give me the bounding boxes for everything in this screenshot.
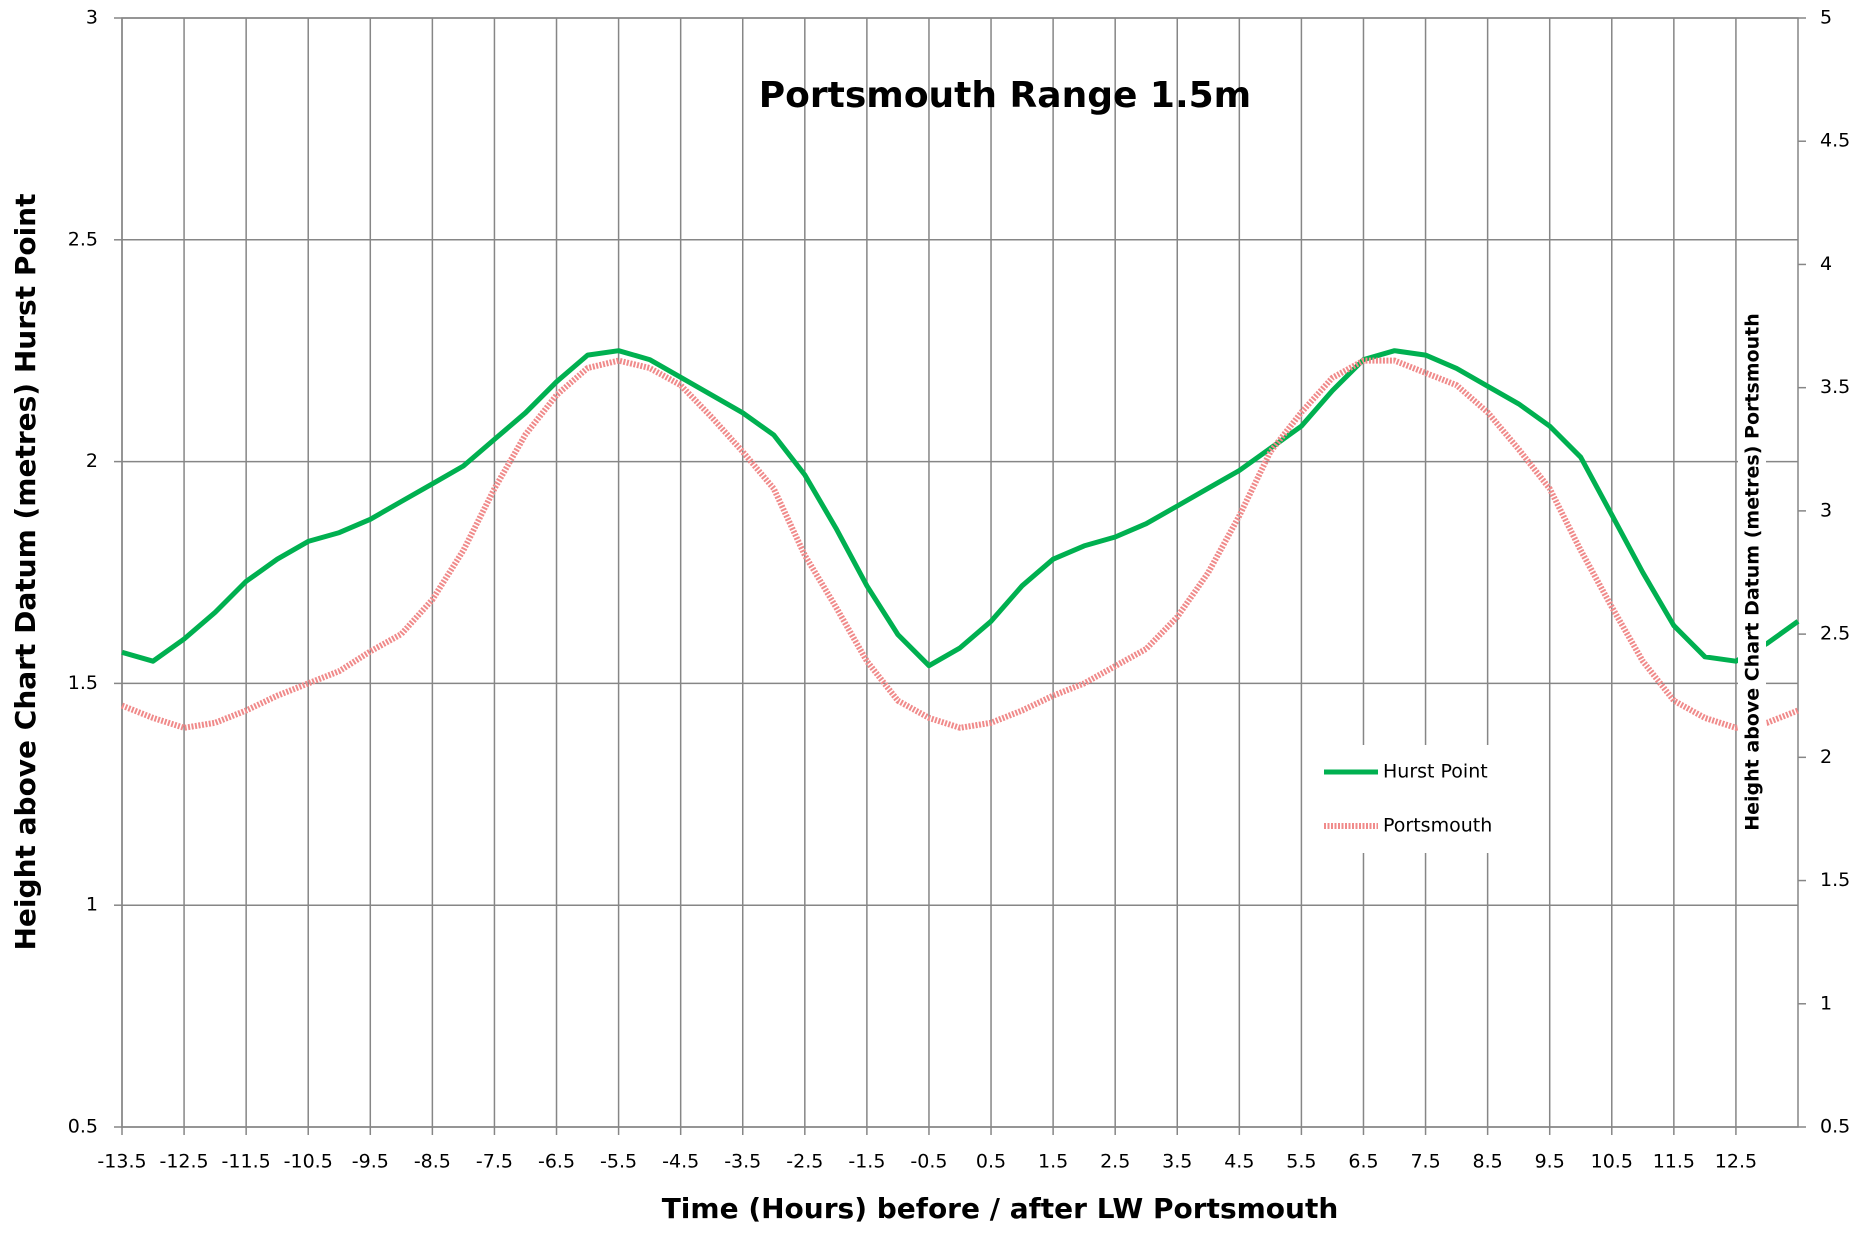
y2-tick-label: 0.5: [1820, 1116, 1850, 1138]
legend-box: [1312, 745, 1522, 853]
y2-tick-label: 2: [1820, 746, 1832, 768]
plot-frame: [121, 17, 1799, 1128]
x-tick-label: -5.5: [600, 1151, 637, 1173]
y2-tick-label: 3.5: [1820, 376, 1850, 398]
x-tick-label: 8.5: [1473, 1151, 1503, 1173]
grid: -13.5 -12.5 -11.5 -10.5 -9.5 -8.5 -7.5 -6.5 -5.5…: [68, 7, 1850, 1173]
y-tick-label: 2: [86, 450, 98, 472]
y2-tick-label: 3: [1820, 499, 1832, 521]
x-tick-label: 12.5: [1715, 1151, 1757, 1173]
x-tick-label: 5.5: [1286, 1151, 1316, 1173]
y-tick-label: 1.5: [68, 672, 98, 694]
y-tick-label: 0.5: [68, 1116, 98, 1138]
legend-label: Portsmouth: [1383, 815, 1492, 837]
legend: Hurst Point Portsmouth: [1312, 745, 1522, 853]
x-tick-label: -3.5: [724, 1151, 761, 1173]
y2-tick-label: 2.5: [1820, 623, 1850, 645]
legend-label: Hurst Point: [1383, 761, 1488, 783]
chart-title: Portsmouth Range 1.5m: [759, 75, 1251, 116]
x-tick-label: -7.5: [476, 1151, 513, 1173]
x-tick-label: 1.5: [1038, 1151, 1068, 1173]
x-tick-label: 7.5: [1410, 1151, 1440, 1173]
y2-tick-label: 1.5: [1820, 869, 1850, 891]
x-tick-label: -13.5: [97, 1151, 146, 1173]
series-line: [121, 348, 1800, 669]
y-tick-label: 2.5: [68, 228, 98, 250]
y2-tick-label: 4.5: [1820, 130, 1850, 152]
x-axis-title: Time (Hours) before / after LW Portsmout…: [662, 1192, 1339, 1225]
x-tick-label: 6.5: [1348, 1151, 1378, 1173]
y2-tick-label: 4: [1820, 253, 1832, 275]
x-tick-label: 0.5: [976, 1151, 1006, 1173]
x-tick-label: 10.5: [1591, 1151, 1633, 1173]
series-line: [120, 357, 1800, 731]
y-tick-label: 1: [86, 894, 98, 916]
x-tick-label: 9.5: [1535, 1151, 1565, 1173]
y2-tick-label: 5: [1820, 7, 1832, 29]
x-tick-label: -12.5: [159, 1151, 208, 1173]
x-tick-label: -6.5: [538, 1151, 575, 1173]
x-tick-label: -1.5: [848, 1151, 885, 1173]
y2-label-bg: [1738, 296, 1766, 848]
y2-axis-title: Height above Chart Datum (metres) Portsm…: [1742, 313, 1764, 831]
x-tick-label: 4.5: [1224, 1151, 1254, 1173]
x-tick-label: -2.5: [786, 1151, 823, 1173]
x-tick-label: -4.5: [662, 1151, 699, 1173]
marks: [120, 348, 1800, 731]
x-tick-label: 2.5: [1100, 1151, 1130, 1173]
x-tick-label: -10.5: [284, 1151, 333, 1173]
x-tick-label: 3.5: [1162, 1151, 1192, 1173]
x-tick-label: -11.5: [222, 1151, 271, 1173]
x-tick-label: -0.5: [910, 1151, 947, 1173]
y-tick-label: 3: [86, 7, 98, 29]
x-tick-label: -8.5: [414, 1151, 451, 1173]
x-tick-label: 11.5: [1653, 1151, 1695, 1173]
y2-tick-label: 1: [1820, 992, 1832, 1014]
y-axis-title: Height above Chart Datum (metres) Hurst …: [9, 194, 42, 951]
x-tick-label: -9.5: [352, 1151, 389, 1173]
